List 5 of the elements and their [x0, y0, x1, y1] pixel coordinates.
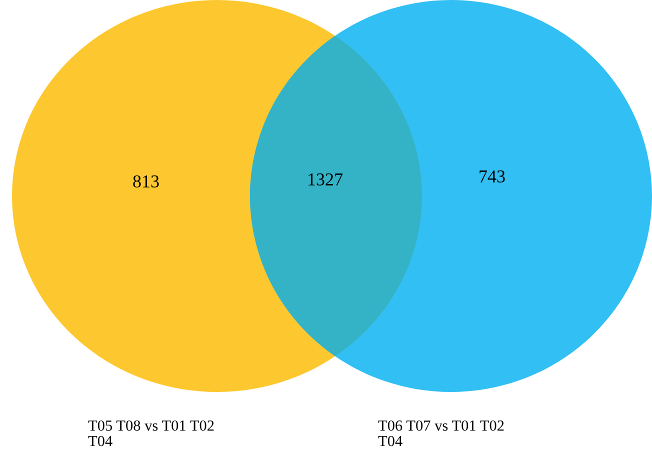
data-label: 813 — [133, 175, 159, 188]
data-label: 1327 — [308, 173, 343, 186]
data-label: 743 — [480, 170, 505, 183]
category-label: T05 T08 vs T01 T02 T04 — [88, 420, 214, 446]
category-label: T06 T07 vs T01 T02 T04 — [378, 420, 504, 446]
